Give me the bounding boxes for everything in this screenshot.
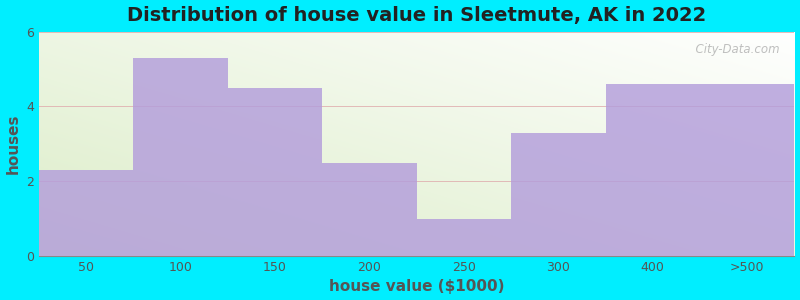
Y-axis label: houses: houses	[6, 114, 21, 174]
Bar	[606, 84, 700, 256]
Title: Distribution of house value in Sleetmute, AK in 2022: Distribution of house value in Sleetmute…	[127, 6, 706, 25]
Bar	[511, 133, 606, 256]
Bar	[39, 170, 134, 256]
Text: City-Data.com: City-Data.com	[688, 43, 779, 56]
Bar	[700, 84, 794, 256]
Bar	[322, 163, 417, 256]
X-axis label: house value ($1000): house value ($1000)	[329, 279, 505, 294]
Bar	[417, 219, 511, 256]
Bar	[228, 88, 322, 256]
Bar	[134, 58, 228, 256]
